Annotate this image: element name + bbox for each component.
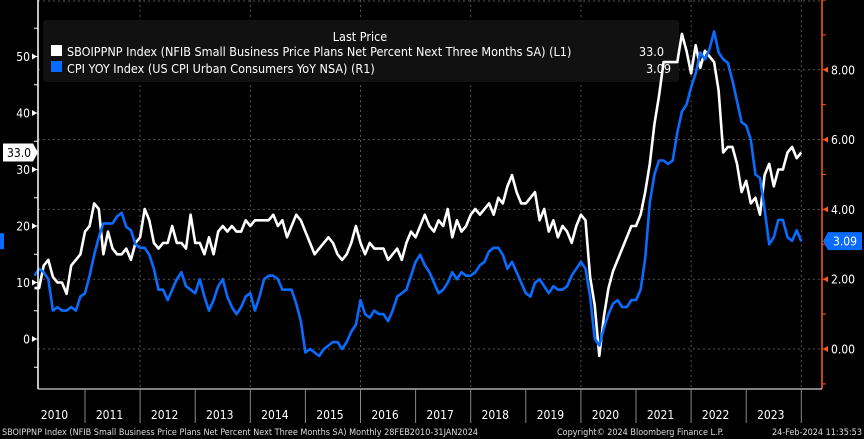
right-tick-marker	[823, 276, 828, 283]
left-tick-label: 40	[16, 107, 30, 121]
left-tick-marker	[32, 166, 37, 173]
x-tick-label: 2012	[151, 408, 178, 422]
left-tick-label: 50	[16, 50, 30, 64]
legend-label-cpi: CPI YOY Index (US CPI Urban Consumers Yo…	[67, 61, 375, 76]
x-tick-label: 2019	[537, 408, 565, 422]
last-value-label-left: 33.0	[7, 146, 31, 160]
legend-swatch-cpi	[51, 61, 62, 72]
x-tick-label: 2014	[261, 408, 289, 422]
x-tick-label: 2017	[426, 408, 453, 422]
x-tick-label: 2013	[206, 408, 233, 422]
legend-header: Last Price	[333, 29, 387, 44]
last-value-labels: 33.0 3.09	[0, 143, 862, 251]
x-tick-label: 2020	[592, 408, 620, 422]
right-tick-marker	[823, 136, 828, 143]
x-tick-label: 2016	[371, 408, 399, 422]
last-value-badge-right	[823, 232, 862, 251]
last-value-label-right: 3.09	[833, 235, 857, 249]
right-tick-label: 4.00	[831, 203, 855, 217]
left-tick-label: 20	[16, 220, 30, 234]
series-layer	[33, 30, 803, 358]
right-tick-label: 8.00	[831, 63, 855, 77]
last-value-badge-left	[3, 143, 38, 162]
left-tick-label: 30	[16, 163, 30, 177]
left-tick-marker	[32, 279, 37, 286]
legend-label-sboippnp: SBOIPPNP Index (NFIB Small Business Pric…	[67, 44, 571, 59]
x-tick-label: 2021	[647, 408, 674, 422]
right-tick-label: 0.00	[831, 343, 855, 357]
right-tick-marker	[823, 66, 828, 73]
left-tick-marker	[32, 336, 37, 342]
x-tick-label: 2010	[41, 408, 69, 422]
left-tick-label: 0	[23, 333, 30, 347]
axes: 0 10 20 30 40 50 0.00 2.00 4.00 6.00 8.00 2010 2011 2…	[16, 0, 855, 423]
right-tick-label: 2.00	[831, 273, 855, 287]
footer-copyright: Copyright© 2024 Bloomberg Finance L.P.	[557, 428, 724, 438]
legend-swatch-sboippnp	[51, 45, 62, 56]
left-tick-marker	[32, 53, 37, 60]
left-edge-marker	[0, 233, 4, 250]
x-tick-label: 2011	[96, 408, 123, 422]
x-tick-label: 2018	[482, 408, 510, 422]
legend: Last Price SBOIPPNP Index (NFIB Small Bu…	[43, 20, 679, 82]
x-tick-label: 2022	[702, 408, 729, 422]
left-tick-label: 10	[16, 276, 30, 290]
right-tick-marker	[823, 346, 828, 352]
left-tick-marker	[32, 223, 37, 229]
right-tick-label: 6.00	[831, 133, 855, 147]
right-tick-marker	[823, 206, 828, 213]
footer-description: SBOIPPNP Index (NFIB Small Business Pric…	[2, 428, 478, 438]
footer-timestamp: 24-Feb-2024 11:35:53	[772, 428, 862, 438]
series-line-cpi-yoy	[33, 30, 803, 358]
legend-last-cpi: 3.09	[646, 61, 671, 76]
legend-background	[43, 20, 679, 82]
series-line-sboippnp	[34, 32, 803, 358]
x-tick-label: 2015	[316, 408, 343, 422]
legend-last-sboippnp: 33.0	[639, 44, 664, 59]
left-tick-marker	[32, 110, 37, 116]
x-tick-label: 2023	[757, 408, 784, 422]
